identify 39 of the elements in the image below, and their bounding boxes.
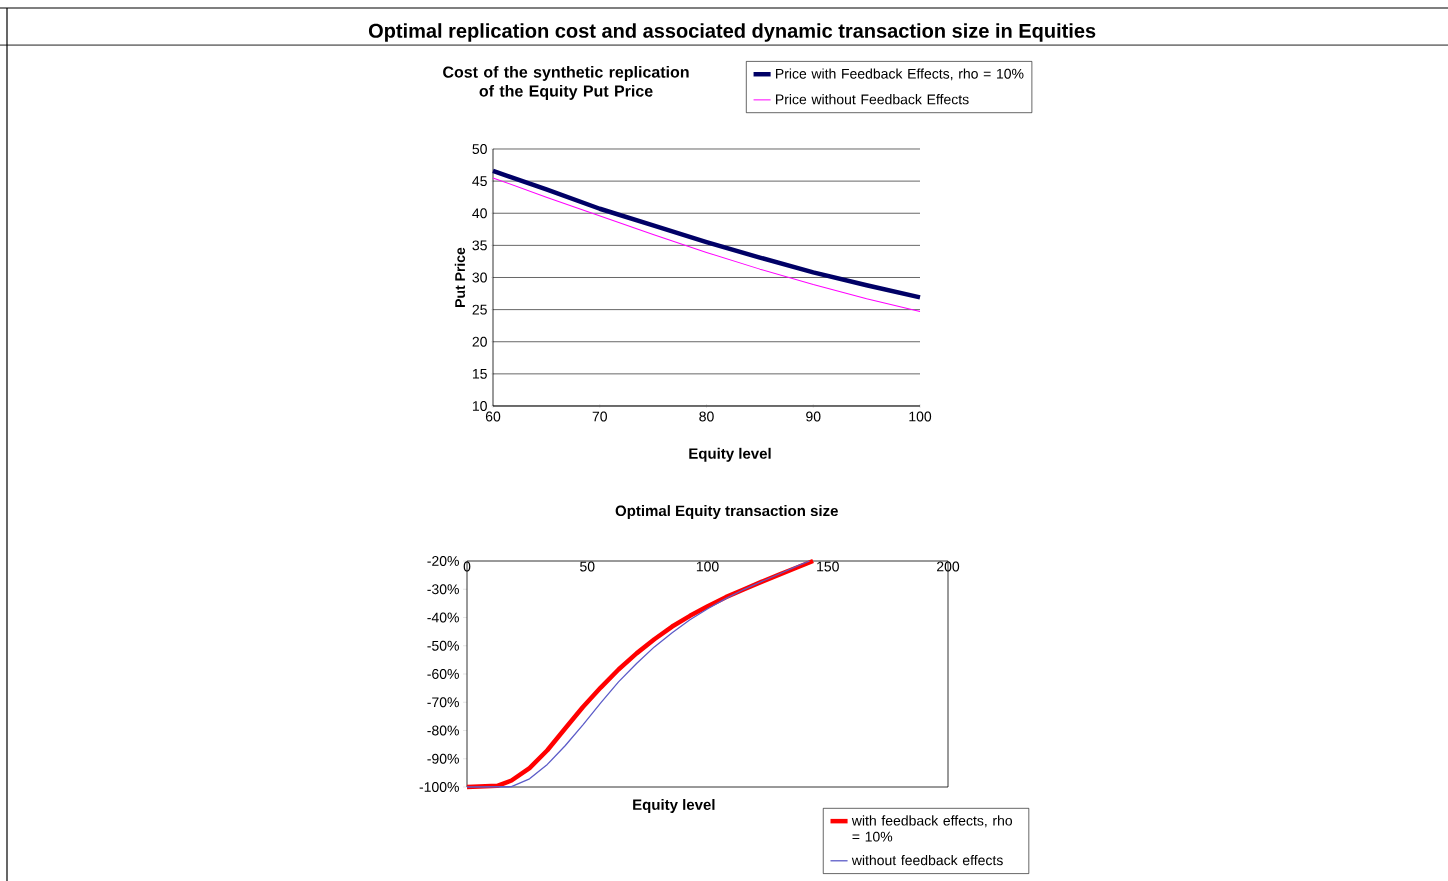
- y-tick-label: -20%: [427, 556, 459, 566]
- legend-label: Price without Feedback Effects: [776, 94, 969, 105]
- chart-subtitle: Cost of the synthetic replication of the Equity Put Price: [443, 65, 689, 100]
- y-tick-label: -90%: [427, 753, 459, 764]
- x-tick-label: 150: [817, 561, 839, 572]
- x-axis-title: Equity level: [689, 447, 771, 462]
- y-tick-label: 35: [472, 240, 487, 251]
- y-axis-title: Put Price: [454, 247, 466, 307]
- line-series: [490, 168, 923, 300]
- y-tick-label: 50: [472, 144, 487, 154]
- y-tick-label: -60%: [427, 669, 459, 679]
- x-tick-label: 200: [937, 561, 960, 572]
- y-tick-label: -100%: [419, 782, 459, 792]
- x-tick-label: 80: [699, 411, 714, 422]
- x-tick-label: 0: [463, 561, 471, 572]
- y-tick-label: -40%: [427, 612, 459, 623]
- y-tick-label: 20: [472, 336, 487, 347]
- x-tick-label: 90: [806, 411, 821, 422]
- chart-title: Optimal Equity transaction size: [615, 505, 838, 520]
- x-tick-label: 60: [485, 411, 501, 422]
- y-tick-label: -30%: [427, 584, 459, 595]
- chart-title: Optimal replication cost and associated dynamic transaction size in Equities: [368, 23, 1096, 42]
- y-tick-label: -80%: [427, 725, 459, 736]
- y-tick-label: 45: [472, 176, 487, 187]
- x-tick-label: 100: [696, 561, 719, 572]
- y-tick-label: 15: [472, 368, 487, 379]
- y-tick-label: -70%: [427, 697, 459, 708]
- legend-label: with feedback effects, rho = 10%: [851, 815, 1013, 842]
- x-axis-title: Equity level: [633, 798, 715, 813]
- y-tick-label: 30: [472, 272, 487, 283]
- y-tick-label: 10: [472, 401, 487, 411]
- y-tick-label: 40: [472, 208, 487, 219]
- legend-label: Price with Feedback Effects, rho = 10%: [776, 68, 1024, 81]
- x-tick-label: 100: [909, 411, 932, 422]
- x-tick-label: 70: [592, 411, 607, 422]
- y-tick-label: -50%: [427, 640, 459, 651]
- y-tick-label: 25: [472, 304, 487, 315]
- x-tick-label: 50: [580, 561, 595, 572]
- legend-label: without feedback effects: [851, 854, 1003, 866]
